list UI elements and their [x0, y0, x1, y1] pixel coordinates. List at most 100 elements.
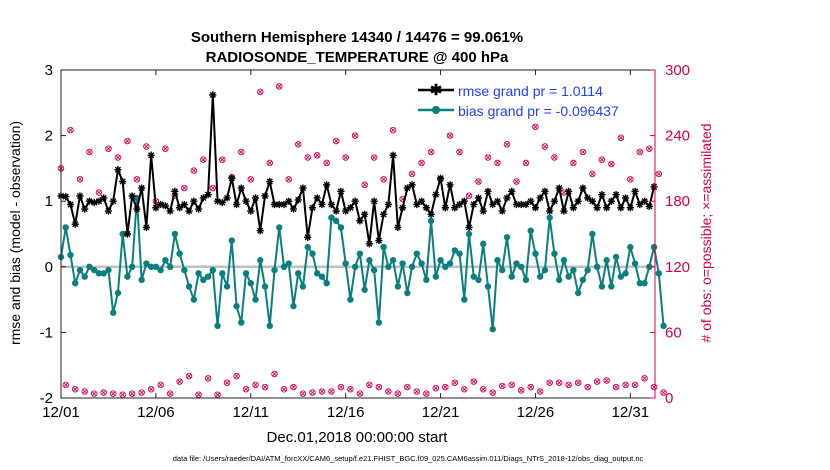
- rmse-point: [204, 191, 212, 199]
- bias-point: [76, 266, 84, 274]
- rmse-point: [133, 205, 141, 213]
- rmse-point: [403, 184, 411, 192]
- obs-assimilated-point: [234, 373, 239, 379]
- obs-possible-point: [404, 383, 411, 391]
- obs-assimilated-point: [281, 386, 287, 392]
- obs-assimilated-point: [528, 384, 534, 390]
- obs-possible-point: [536, 388, 544, 395]
- rmse-point: [607, 197, 615, 205]
- rmse-point: [81, 205, 89, 213]
- obs-assimilated-point: [409, 171, 415, 177]
- obs-assimilated-point: [556, 380, 562, 386]
- rmse-point: [470, 200, 478, 209]
- rmse-point: [541, 187, 549, 195]
- rmse-point: [66, 200, 75, 209]
- bias-point: [313, 270, 321, 277]
- obs-possible-point: [641, 375, 648, 382]
- obs-assimilated-point: [533, 124, 538, 130]
- obs-possible-point: [385, 388, 392, 395]
- bias-point: [72, 280, 79, 287]
- rmse-point: [546, 207, 554, 215]
- obs-possible-point: [271, 370, 278, 378]
- obs-assimilated-point: [376, 384, 382, 390]
- obs-assimilated-point: [623, 382, 629, 388]
- obs-possible-point: [342, 154, 349, 161]
- bias-point: [176, 250, 183, 257]
- obs-possible-point: [584, 383, 591, 391]
- obs-assimilated-point: [608, 161, 614, 167]
- bias-point: [304, 243, 311, 251]
- rmse-point: [261, 192, 269, 200]
- x-axis-label: Dec.01,2018 00:00:00 start: [267, 429, 449, 446]
- obs-possible-point: [660, 389, 667, 396]
- obs-possible-point: [612, 383, 620, 391]
- rmse-point: [465, 223, 473, 232]
- rmse-point: [522, 200, 530, 209]
- rmse-point: [346, 204, 355, 212]
- bias-point: [171, 230, 179, 238]
- obs-assimilated-point: [158, 382, 164, 388]
- obs-assimilated-point: [547, 380, 553, 386]
- rmse-point: [299, 184, 307, 192]
- rmse-point: [389, 151, 397, 159]
- obs-possible-point: [532, 123, 539, 131]
- obs-assimilated-point: [96, 190, 102, 195]
- obs-assimilated-point: [129, 391, 135, 397]
- obs-assimilated-point: [162, 146, 168, 152]
- bias-point: [214, 322, 221, 330]
- obs-assimilated-point: [414, 389, 420, 394]
- obs-possible-point: [603, 377, 610, 384]
- bias-point: [636, 280, 644, 287]
- bias-point: [451, 247, 458, 254]
- bias-point: [370, 266, 378, 274]
- bias-point: [456, 250, 463, 257]
- obs-possible-point: [257, 88, 264, 96]
- obs-assimilated-point: [295, 141, 301, 147]
- rmse-point: [256, 227, 264, 235]
- obs-assimilated-point: [466, 193, 472, 199]
- rmse-point: [104, 207, 113, 215]
- y-right-tick-label: 300: [665, 62, 690, 79]
- obs-possible-point: [67, 126, 74, 134]
- rmse-point: [327, 200, 336, 209]
- obs-possible-point: [627, 176, 634, 183]
- obs-possible-point: [313, 152, 321, 159]
- rmse-point: [114, 166, 122, 174]
- bias-point: [238, 319, 245, 326]
- obs-assimilated-point: [476, 179, 481, 184]
- bias-point: [541, 266, 549, 274]
- obs-assimilated-point: [404, 384, 410, 390]
- obs-assimilated-point: [205, 375, 211, 381]
- obs-possible-point: [465, 192, 473, 199]
- bias-point: [518, 263, 525, 270]
- bias-point: [598, 283, 606, 290]
- obs-possible-point: [280, 386, 288, 393]
- obs-assimilated-point: [518, 387, 524, 393]
- bias-point: [579, 276, 587, 284]
- rmse-point: [531, 204, 540, 212]
- rmse-point: [536, 194, 544, 202]
- bias-point: [641, 280, 648, 287]
- rmse-point: [427, 210, 435, 218]
- obs-possible-point: [133, 176, 141, 183]
- obs-possible-point: [223, 379, 231, 386]
- bias-point: [418, 260, 425, 267]
- obs-assimilated-point: [101, 390, 107, 395]
- obs-possible-point: [209, 184, 217, 192]
- obs-possible-point: [631, 381, 639, 389]
- obs-assimilated-point: [257, 89, 263, 95]
- bias-point: [617, 273, 625, 280]
- rmse-point: [565, 187, 573, 195]
- rmse-point: [176, 204, 184, 212]
- rmse-point: [617, 204, 625, 212]
- obs-possible-point: [124, 137, 131, 145]
- obs-assimilated-point: [471, 379, 477, 385]
- obs-assimilated-point: [594, 379, 600, 385]
- obs-possible-point: [138, 389, 145, 396]
- obs-assimilated-point: [248, 176, 254, 182]
- obs-possible-point: [470, 378, 478, 385]
- rmse-point: [441, 204, 449, 212]
- rmse-point: [422, 204, 430, 212]
- obs-possible-point: [375, 383, 383, 391]
- rmse-point: [451, 204, 459, 212]
